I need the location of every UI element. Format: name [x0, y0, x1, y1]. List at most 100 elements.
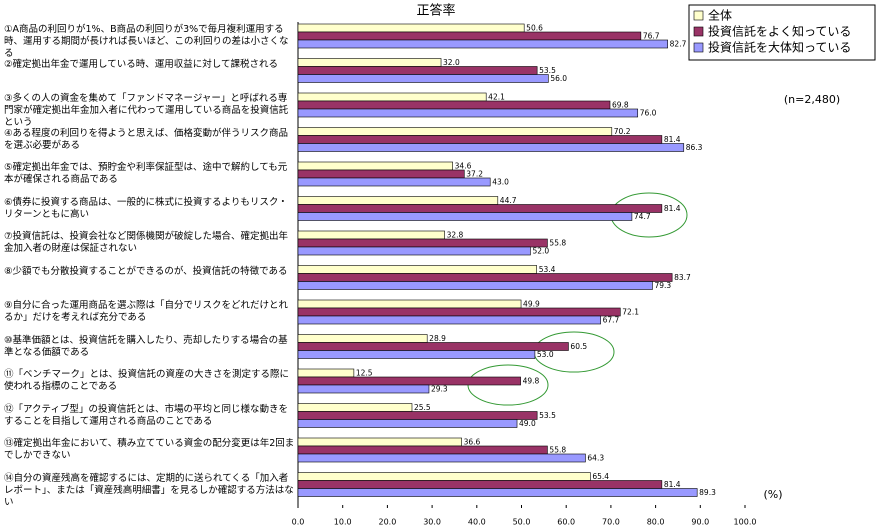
value-label: 49.8	[523, 377, 540, 386]
x-tick-label: 60.0	[557, 518, 575, 527]
value-label: 53.4	[539, 265, 556, 274]
value-label: 34.6	[455, 162, 472, 171]
bar	[297, 246, 531, 256]
bar	[297, 480, 663, 489]
bar	[297, 445, 548, 455]
annotation: (n=2,480)	[784, 93, 840, 106]
bar	[297, 281, 653, 290]
bar	[297, 334, 428, 343]
value-label: 65.4	[592, 472, 609, 481]
x-tick-label: 80.0	[647, 518, 665, 527]
category-label: ②確定拠出年金で運用している時、運用収益に対して課税される	[4, 58, 278, 70]
value-label: 37.2	[466, 170, 483, 179]
bar	[297, 384, 430, 394]
bar	[297, 204, 663, 213]
x-tick-label: 100.0	[734, 518, 757, 527]
x-tick-label: 20.0	[378, 518, 396, 527]
value-label: 36.6	[464, 438, 481, 447]
x-tick-label: 30.0	[423, 518, 441, 527]
value-label: 50.6	[526, 24, 543, 33]
value-label: 74.7	[634, 212, 651, 221]
category-label: ⑭自分の資産残高を確認するには、定期的に送られてくる「加入者レポート」、または「…	[4, 472, 294, 508]
bar	[297, 453, 586, 463]
value-label: 25.5	[414, 403, 431, 412]
value-label: 81.4	[664, 480, 681, 489]
x-tick-label: 70.0	[602, 518, 620, 527]
bar	[297, 230, 445, 240]
bar	[297, 135, 663, 144]
value-label: 79.3	[654, 281, 671, 290]
category-label: ⑩基準価額とは、投資信託を購入したり、売却したりする場合の基準となる価額である	[4, 334, 288, 358]
value-label: 32.8	[447, 231, 464, 240]
bar	[297, 169, 465, 179]
value-label: 42.1	[488, 93, 505, 102]
value-label: 70.2	[614, 127, 631, 136]
value-label: 56.0	[550, 74, 567, 83]
x-tick-label: 0.0	[292, 518, 305, 527]
value-label: 86.3	[686, 143, 703, 152]
value-label: 29.3	[431, 385, 448, 394]
bar	[297, 100, 611, 110]
category-label: ⑦投資信託は、投資会社など関係機関が破綻した場合、確定拠出年金加入者の財産は保証…	[4, 231, 289, 254]
bar	[297, 299, 522, 309]
bar	[297, 265, 537, 274]
category-label: ③多くの人の資金を集めて「ファンドマネージャー」と呼ばれる専門家が確定拠出年金加…	[4, 93, 289, 128]
bar	[297, 161, 453, 171]
category-label: ①A商品の利回りが1%、B商品の利回りが3%で毎月複利運用する時、運用する期間が…	[4, 24, 289, 59]
bar	[297, 350, 536, 359]
bar	[297, 74, 549, 83]
x-tick-label: 90.0	[691, 518, 709, 527]
value-label: 81.4	[664, 135, 681, 144]
x-tick-label: 50.0	[513, 518, 531, 527]
bar	[297, 212, 633, 221]
bar	[297, 307, 621, 317]
value-label: 72.1	[622, 308, 639, 317]
legend-box	[688, 4, 876, 61]
bar	[297, 92, 487, 102]
value-label: 53.0	[537, 350, 554, 359]
value-label: 53.5	[539, 66, 556, 75]
bar	[297, 196, 499, 205]
bar	[297, 368, 355, 378]
legend-swatch	[693, 26, 704, 37]
bar	[297, 342, 569, 351]
value-label: 81.4	[664, 204, 681, 213]
bar	[297, 376, 521, 386]
bar	[297, 31, 642, 41]
bar	[297, 273, 673, 282]
legend-label: 投資信託をよく知っている	[708, 24, 851, 39]
value-label: 44.7	[500, 196, 517, 205]
bar	[297, 315, 601, 325]
category-label: ⑨自分に合った運用商品を選ぶ際は「自分でリスクをどれだけとれるか」だけを考えれば…	[4, 300, 289, 323]
bar	[297, 437, 462, 447]
annotation: (%)	[763, 488, 782, 501]
bar	[297, 488, 698, 497]
bar	[297, 39, 668, 49]
value-label: 64.3	[587, 454, 604, 463]
bar	[297, 58, 442, 67]
chart-title: 正答率	[416, 3, 455, 19]
category-label: ⑤確定拠出年金では、預貯金や利率保証型は、途中で解約しても元本が確保される商品で…	[4, 162, 288, 185]
value-label: 55.8	[549, 239, 566, 248]
value-label: 76.0	[640, 109, 657, 118]
legend-swatch	[693, 10, 704, 21]
category-label: ⑫「アクティブ型」の投資信託とは、市場の平均と同じ様な動きをすることを目指して運…	[4, 403, 288, 427]
bar	[297, 472, 591, 481]
category-label: ⑥債券に投資する商品は、一般的に株式に投資するよりもリスク・リターンともに高い	[4, 196, 288, 220]
category-label: ⑪「ベンチマーク」とは、投資信託の資産の大きさを測定する際に使われる指標のことで…	[4, 369, 290, 392]
value-label: 83.7	[674, 273, 691, 282]
value-label: 32.0	[443, 58, 460, 67]
value-label: 76.7	[643, 32, 660, 41]
value-label: 67.7	[603, 316, 620, 325]
bar	[297, 143, 685, 152]
category-label: ④ある程度の利回りを得ようと思えば、価格変動が伴うリスク商品を選ぶ必要がある	[4, 127, 289, 151]
value-label: 60.5	[570, 342, 587, 351]
x-tick-label: 10.0	[334, 518, 352, 527]
legend-label: 投資信託を大体知っている	[708, 40, 851, 55]
bar	[297, 23, 525, 33]
legend-label: 全体	[708, 8, 732, 23]
x-tick-label: 40.0	[468, 518, 486, 527]
value-label: 49.0	[519, 419, 536, 428]
